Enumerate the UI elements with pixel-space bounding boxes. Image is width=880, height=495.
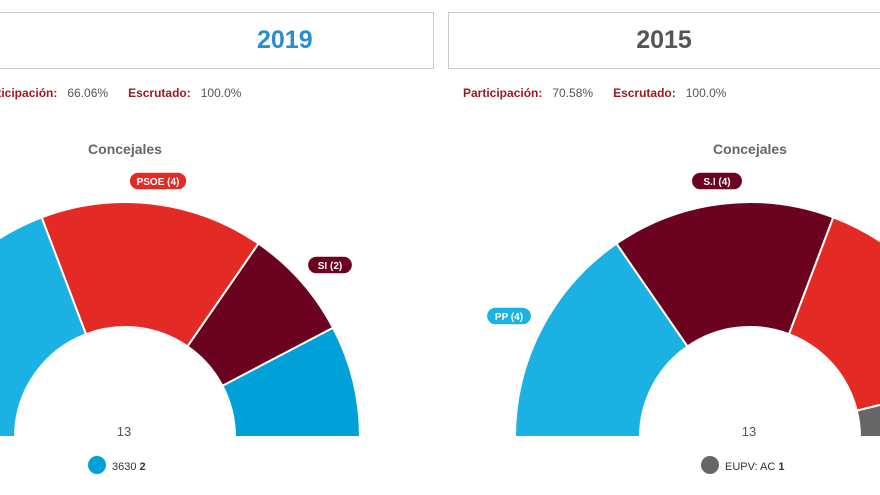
seat-slice-eupv-ac[interactable] — [855, 381, 880, 438]
seat-slice-party-0[interactable] — [0, 215, 88, 438]
participation-label: Participación: — [0, 86, 58, 100]
scrutinized-value: 100.0% — [685, 86, 727, 100]
chart-title: Concejales — [713, 141, 787, 157]
scrutinized-label: Escrutado: — [613, 86, 676, 100]
data-label-bg — [690, 171, 744, 191]
seat-slice-party-2[interactable] — [787, 215, 880, 412]
header-2015[interactable]: 2015 — [448, 12, 880, 69]
seat-slice-pp[interactable] — [513, 242, 689, 438]
header-2019[interactable]: 2019 — [0, 12, 434, 69]
legend-item[interactable]: 3630 2 — [88, 456, 146, 474]
legend-marker — [701, 456, 719, 474]
participation-value: 66.06% — [67, 86, 109, 100]
legend-value: 2 — [140, 461, 146, 473]
seat-slice-3630[interactable] — [221, 326, 362, 438]
legend-label: EUPV: AC 1 — [725, 461, 785, 473]
legend-item[interactable]: EUPV: AC 1 — [701, 456, 785, 474]
scrutinized-label: Escrutado: — [128, 86, 191, 100]
seat-chart-2015: PP (4) S.I (4) Concejales 13 EUPV: AC 1 — [485, 141, 880, 474]
total-seats: 13 — [742, 424, 756, 439]
data-label: S.I (4) — [703, 177, 730, 188]
stats-2015: Participación: 70.58% Escrutado: 100.0% — [463, 86, 746, 100]
seat-chart-2019: PSOE (4) SI (2) Concejales 13 3630 2 — [0, 141, 362, 474]
data-label: PP (4) — [495, 312, 523, 323]
data-label: SI (2) — [318, 261, 342, 272]
stats-2019: Participación: 66.06% Escrutado: 100.0% — [0, 86, 261, 100]
seat-slice-s-i[interactable] — [615, 201, 835, 348]
legend-label: 3630 2 — [112, 461, 146, 473]
participation-label: Participación: — [463, 86, 543, 100]
total-seats: 13 — [117, 424, 131, 439]
participation-value: 70.58% — [552, 86, 594, 100]
seat-slice-psoe[interactable] — [40, 201, 260, 348]
chart-title: Concejales — [88, 141, 162, 157]
data-label-bg — [306, 255, 354, 275]
scrutinized-value: 100.0% — [200, 86, 242, 100]
legend-value: 1 — [778, 461, 784, 473]
data-label-bg — [485, 306, 533, 326]
data-label-bg — [128, 171, 188, 191]
data-label: PSOE (4) — [137, 177, 180, 188]
legend-marker — [88, 456, 106, 474]
